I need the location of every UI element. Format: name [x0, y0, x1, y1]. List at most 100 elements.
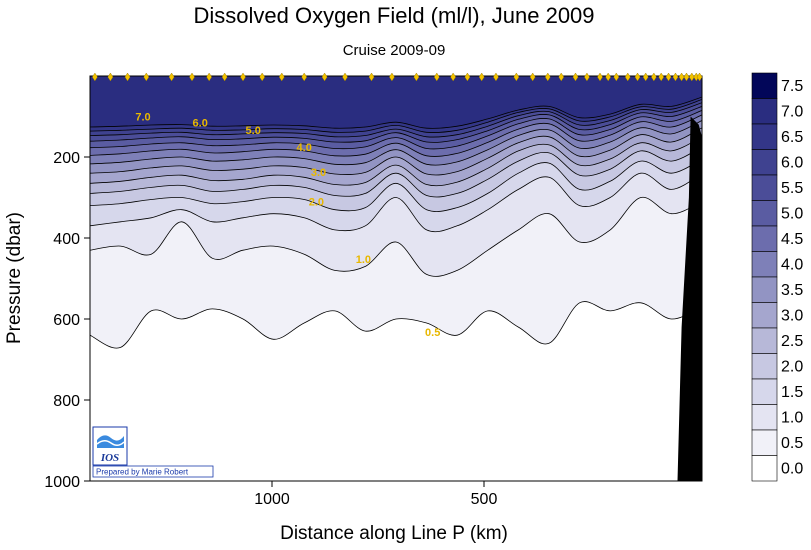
contour-label: 5.0 [246, 125, 261, 137]
station-marker [665, 72, 672, 82]
contour-label: 4.0 [297, 142, 312, 154]
colorbar-swatch [751, 174, 778, 201]
station-marker [450, 72, 456, 82]
station-marker [493, 72, 499, 82]
seafloor-bathymetry [677, 116, 702, 481]
y-axis-label: Pressure (dbar) [4, 212, 25, 344]
colorbar-swatch [751, 200, 778, 227]
station-marker [464, 72, 471, 82]
station-marker [678, 72, 685, 82]
station-marker [124, 72, 131, 82]
station-marker [259, 72, 266, 82]
colorbar-swatch [751, 123, 778, 150]
station-marker [642, 72, 649, 82]
contour-lines [90, 96, 702, 349]
station-marker [634, 72, 641, 82]
station-marker [413, 72, 420, 82]
contour-label: 0.5 [425, 327, 440, 339]
contour-label: 2.0 [309, 197, 324, 209]
station-marker [342, 72, 348, 82]
y-tick-label: 1000 [44, 474, 80, 491]
logo-text: IOS [100, 452, 119, 464]
wave-icon [96, 440, 125, 446]
colorbar-label: 2.0 [781, 358, 803, 375]
station-marker [478, 72, 485, 82]
colorbar-label: 5.0 [781, 205, 803, 222]
station-marker [389, 72, 395, 82]
contour-line [90, 102, 702, 138]
contour-line [90, 146, 702, 198]
station-marker [584, 72, 590, 82]
station-marker [189, 72, 195, 82]
contour-band [90, 76, 702, 129]
station-marker [92, 72, 98, 82]
station-marker [368, 72, 375, 82]
contour-line [90, 196, 702, 277]
contour-line [90, 114, 702, 157]
station-marker [513, 72, 520, 82]
colorbar-swatch [751, 251, 778, 278]
colorbar-swatch [751, 276, 778, 303]
colorbar-label: 0.5 [781, 435, 803, 452]
x-tick-label: 500 [471, 491, 498, 508]
station-marker [321, 72, 328, 82]
colorbar-swatch [751, 149, 778, 176]
contour-line [90, 106, 702, 143]
y-tick-label: 200 [53, 150, 80, 167]
colorbar-swatch [751, 378, 778, 405]
contour-line [90, 96, 702, 129]
colorbar-label: 2.5 [781, 333, 803, 350]
station-marker [433, 72, 440, 82]
colorbar-label: 7.5 [781, 78, 803, 95]
x-axis-label: Distance along Line P (km) [280, 523, 508, 544]
y-axis: 200 400 600 800 1000 [44, 150, 90, 491]
chart-subtitle: Cruise 2009-09 [343, 42, 446, 59]
colorbar-label: 6.5 [781, 129, 803, 146]
contour-line [90, 136, 702, 187]
colorbar: 7.5 7.0 6.5 6.0 5.5 5.0 4.5 4.0 3.5 3.0 2.5 2.0 1.5 1… [751, 72, 803, 482]
station-marker [672, 72, 679, 82]
station-marker [624, 72, 631, 82]
station-marker [221, 72, 228, 82]
station-marker [168, 72, 175, 82]
contour-labels: 7.0 6.0 5.0 4.0 3.0 2.0 1.0 0.5 [135, 112, 440, 340]
station-marker [240, 72, 246, 82]
x-axis: 1000 500 [90, 480, 702, 508]
colorbar-swatch [751, 72, 778, 99]
contour-line [90, 301, 702, 349]
station-marker [651, 72, 657, 82]
colorbar-label: 4.0 [781, 256, 803, 273]
y-tick-label: 800 [53, 393, 80, 410]
colorbar-swatch [751, 225, 778, 252]
x-tick-label: 1000 [254, 491, 290, 508]
station-marker [544, 72, 551, 82]
contour-line [90, 99, 702, 133]
station-marker [658, 72, 665, 82]
y-tick-label: 600 [53, 312, 80, 329]
colorbar-swatch [751, 353, 778, 380]
colorbar-swatch [751, 98, 778, 125]
station-marker [278, 72, 285, 82]
station-markers [92, 72, 703, 82]
contour-label: 7.0 [135, 112, 150, 124]
contour-line [90, 127, 702, 176]
colorbar-label: 3.5 [781, 282, 803, 299]
station-marker [688, 72, 695, 82]
colorbar-swatch [751, 327, 778, 354]
station-marker [683, 72, 690, 82]
colorbar-label: 6.0 [781, 154, 803, 171]
station-marker [572, 72, 579, 82]
colorbar-swatch [751, 455, 778, 482]
colorbar-label: 7.0 [781, 103, 803, 120]
contour-line [90, 120, 702, 166]
station-marker [696, 72, 703, 82]
station-marker [597, 72, 603, 82]
station-marker [143, 72, 150, 82]
colorbar-label: 1.0 [781, 409, 803, 426]
colorbar-label: 1.5 [781, 384, 803, 401]
y-tick-label: 400 [53, 231, 80, 248]
plot-area [90, 76, 702, 481]
colorbar-swatch [751, 404, 778, 431]
chart-title: Dissolved Oxygen Field (ml/l), June 2009 [193, 3, 594, 28]
contour-label: 1.0 [356, 254, 371, 266]
